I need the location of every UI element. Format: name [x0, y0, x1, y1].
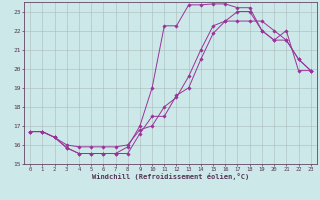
X-axis label: Windchill (Refroidissement éolien,°C): Windchill (Refroidissement éolien,°C): [92, 173, 249, 180]
